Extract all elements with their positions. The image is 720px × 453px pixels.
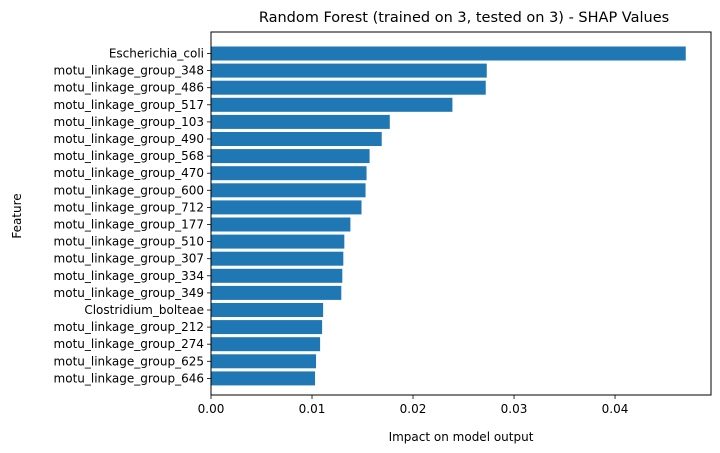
- y-tick-label-9: motu_linkage_group_712: [54, 200, 204, 214]
- bar-18: [211, 354, 317, 369]
- bar-11: [211, 234, 345, 249]
- bar-6: [211, 149, 370, 164]
- bar-1: [211, 63, 487, 78]
- bar-15: [211, 303, 324, 317]
- bars-group: [211, 46, 686, 386]
- bar-8: [211, 183, 366, 198]
- y-axis-label: Feature: [10, 193, 24, 238]
- y-tick-label-2: motu_linkage_group_486: [54, 81, 204, 95]
- y-tick-label-17: motu_linkage_group_274: [54, 337, 204, 351]
- x-tick-label-1: 0.01: [299, 402, 326, 416]
- bar-13: [211, 268, 343, 283]
- y-tick-label-19: motu_linkage_group_646: [54, 371, 204, 385]
- y-tick-label-15: Clostridium_bolteae: [84, 303, 204, 317]
- bar-2: [211, 80, 486, 95]
- y-tick-label-8: motu_linkage_group_600: [54, 183, 204, 197]
- bar-10: [211, 217, 351, 232]
- y-tick-label-4: motu_linkage_group_103: [54, 115, 204, 129]
- y-tick-label-13: motu_linkage_group_334: [54, 269, 204, 283]
- bar-7: [211, 166, 367, 181]
- x-tick-label-0: 0.00: [198, 402, 225, 416]
- bar-16: [211, 320, 323, 335]
- bar-9: [211, 200, 362, 215]
- x-tick-label-4: 0.04: [602, 402, 629, 416]
- x-tick-label-2: 0.02: [400, 402, 427, 416]
- plot-frame: [210, 31, 712, 396]
- y-tick-label-5: motu_linkage_group_490: [54, 132, 204, 146]
- bar-14: [211, 285, 342, 300]
- x-tick-label-3: 0.03: [501, 402, 528, 416]
- bar-19: [211, 371, 316, 386]
- y-tick-label-12: motu_linkage_group_307: [54, 252, 204, 266]
- y-tick-group: Escherichia_coli motu_linkage_group_348mo…: [54, 47, 211, 385]
- bar-12: [211, 251, 344, 266]
- y-tick-label-10: motu_linkage_group_177: [54, 218, 204, 232]
- bar-5: [211, 132, 382, 146]
- bar-17: [211, 337, 321, 352]
- y-tick-label-14: motu_linkage_group_349: [54, 286, 204, 300]
- y-tick-label-6: motu_linkage_group_568: [54, 149, 204, 163]
- bar-0: [211, 46, 686, 61]
- x-axis-label: Impact on model output: [389, 430, 534, 444]
- x-tick-group: 0.00 0.01 0.02 0.03 0.04: [198, 395, 629, 416]
- y-tick-label-1: motu_linkage_group_348: [54, 64, 204, 78]
- bar-3: [211, 97, 453, 112]
- bar-4: [211, 114, 390, 129]
- y-tick-label-16: motu_linkage_group_212: [54, 320, 204, 334]
- chart-title: Random Forest (trained on 3, tested on 3…: [259, 10, 669, 26]
- y-tick-label-11: motu_linkage_group_510: [54, 235, 204, 249]
- y-tick-label-7: motu_linkage_group_470: [54, 166, 204, 180]
- y-tick-label-0: Escherichia_coli: [109, 47, 204, 61]
- y-tick-label-18: motu_linkage_group_625: [54, 354, 204, 368]
- y-tick-label-3: motu_linkage_group_517: [54, 98, 204, 112]
